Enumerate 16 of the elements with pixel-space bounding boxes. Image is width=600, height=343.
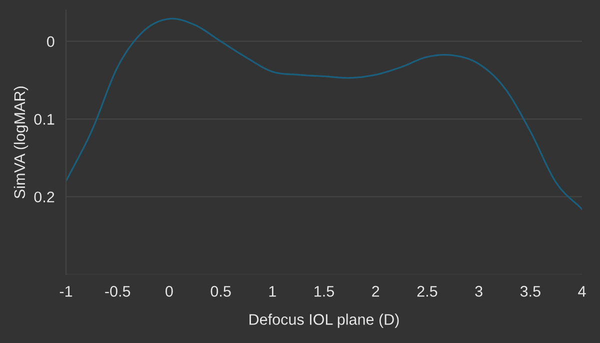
x-tick-label: 4	[578, 286, 586, 297]
x-tick-label: 1.5	[314, 286, 334, 297]
x-tick-label: 3.5	[520, 286, 540, 297]
y-tick-label: 0	[46, 36, 54, 48]
x-tick-label: 2	[372, 286, 380, 297]
y-tick-label: 0.1	[34, 114, 54, 125]
x-axis-title: Defocus IOL plane (D)	[250, 314, 399, 328]
y-axis-title: SimVA (logMAR)	[14, 86, 28, 198]
x-tick-label: 2.5	[417, 286, 438, 297]
x-tick-label: -0.5	[105, 286, 130, 297]
x-tick-label: 0.5	[210, 286, 231, 297]
x-tick-label: 1	[269, 286, 276, 297]
x-tick-label: 0	[166, 286, 173, 297]
y-tick-label: 0.2	[34, 192, 54, 202]
x-tick-label: -1	[60, 286, 72, 297]
x-tick-label: 3	[475, 286, 482, 297]
